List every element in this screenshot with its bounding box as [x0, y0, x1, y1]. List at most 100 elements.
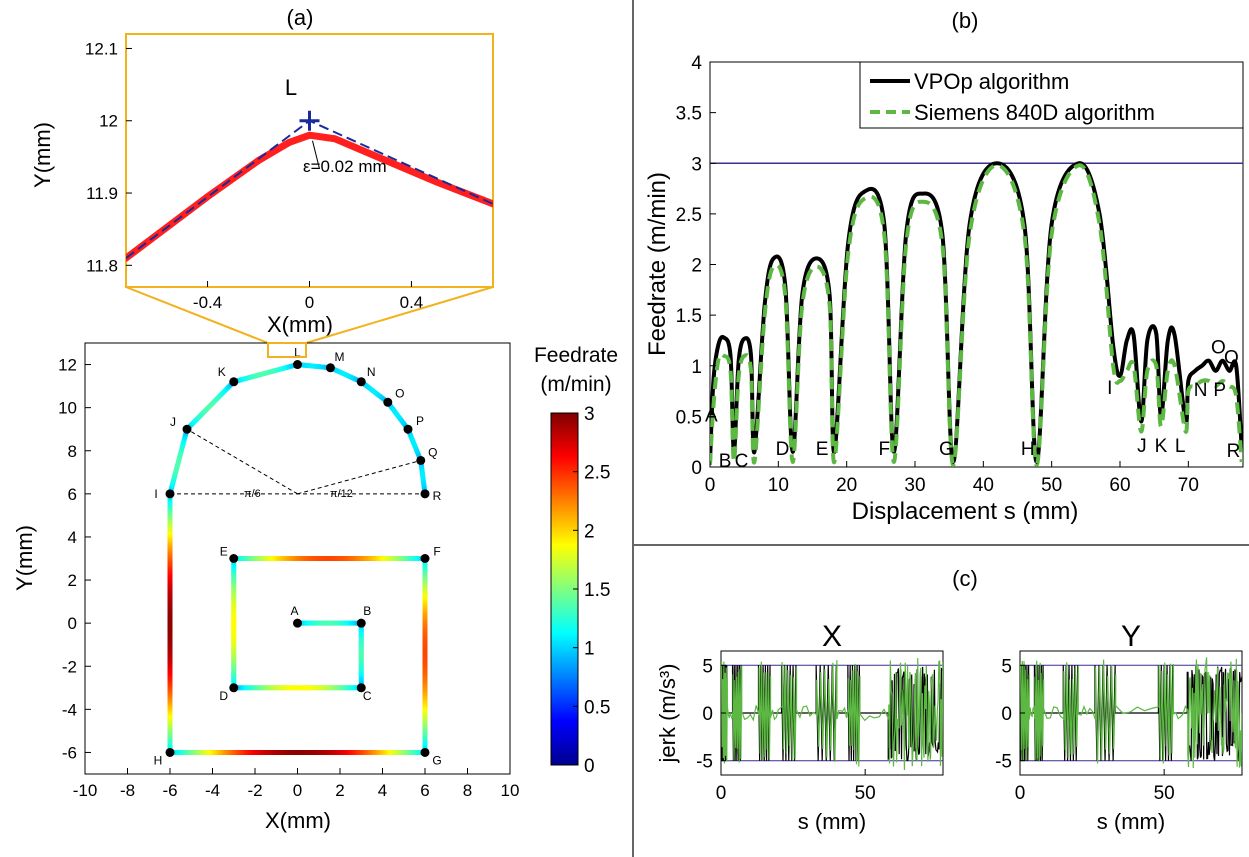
toolpath-point-e — [229, 554, 239, 563]
b-point-label: A — [705, 405, 718, 426]
toolpath-point-p — [403, 424, 413, 434]
toolpath-point-label: I — [154, 487, 157, 501]
b-xlabel: Displacement s (mm) — [852, 498, 1079, 525]
toolpath-point-label: Q — [428, 445, 437, 459]
path-ytick-label: 6 — [68, 485, 77, 504]
b-point-label: H — [1021, 439, 1035, 460]
zoom-connector-right — [305, 286, 494, 344]
zoom-ytick-label: 12 — [99, 112, 118, 131]
panel-label-b: (b) — [952, 8, 979, 33]
b-xtick-label: 60 — [1109, 475, 1130, 496]
b-ytick-label: 2 — [691, 256, 702, 277]
b-series-siemens — [710, 163, 1243, 467]
colorbar-tick-label: 2.5 — [584, 463, 610, 484]
toolpath-point-k — [229, 377, 239, 387]
legend-label-siemens: Siemens 840D algorithm — [914, 100, 1155, 125]
path-xtick-label: -10 — [73, 781, 98, 800]
panel-label-c: (c) — [952, 566, 978, 591]
b-point-label: K — [1155, 436, 1168, 457]
toolpath-point-label: B — [363, 604, 371, 618]
toolpath-point-q — [416, 455, 426, 465]
toolpath-point-label: O — [395, 386, 404, 400]
b-point-label: I — [1107, 378, 1112, 399]
zoom-frame — [125, 33, 494, 288]
toolpath-point-label: K — [218, 365, 226, 379]
zoom-xlabel: X(mm) — [267, 312, 333, 337]
zoom-region-box — [267, 342, 307, 358]
toolpath-point-h — [165, 747, 175, 757]
legend: VPOp algorithm Siemens 840D algorithm — [859, 61, 1244, 129]
path-ytick-label: 0 — [68, 614, 77, 633]
panel-label-a: (a) — [287, 5, 314, 30]
jerk-xtick-label: 50 — [1154, 783, 1175, 804]
zoom-annotation: ε=0.02 mm — [303, 157, 387, 176]
zoom-xtick-label: 0.4 — [400, 293, 424, 312]
toolpath-point-label: P — [416, 414, 424, 428]
path-xtick-label: 6 — [420, 781, 429, 800]
toolpath-point-label: F — [433, 545, 440, 559]
b-xtick-label: 70 — [1178, 475, 1199, 496]
colorbar-tick-label: 3 — [584, 404, 595, 425]
b-point-label: Q — [1224, 348, 1239, 369]
colorbar-title-2: (m/min) — [540, 373, 611, 396]
toolpath-point-label: C — [363, 689, 372, 703]
jerk-ytick-label: 5 — [1001, 656, 1012, 677]
path-xtick-label: -4 — [205, 781, 220, 800]
colorbar-tick-label: 0 — [584, 756, 595, 777]
b-ytick-label: 0.5 — [676, 407, 702, 428]
toolpath-point-label: D — [219, 689, 228, 703]
zoom-ytick-label: 11.9 — [86, 184, 118, 203]
b-point-label: P — [1213, 380, 1226, 401]
path-ytick-label: 8 — [68, 442, 77, 461]
zoom-ytick-label: 11.8 — [86, 256, 118, 275]
zoom-point-label: L — [285, 75, 297, 100]
path-xlabel: X(mm) — [265, 808, 331, 833]
path-ytick-label: -6 — [62, 743, 77, 762]
b-point-label: F — [878, 439, 890, 460]
path-xtick-label: -2 — [247, 781, 262, 800]
b-xtick-label: 50 — [1041, 475, 1062, 496]
toolpath-point-l — [293, 360, 302, 370]
toolpath-point-label: J — [170, 415, 176, 429]
toolpath-point-label: A — [290, 604, 298, 618]
toolpath-point-r — [420, 489, 430, 499]
colorbar-title-1: Feedrate — [534, 344, 618, 367]
b-point-label: N — [1194, 380, 1208, 401]
toolpath-point-label: G — [432, 753, 441, 767]
path-ytick-label: 4 — [68, 528, 77, 547]
feedrate-plot: 0 10 20 30 40 50 60 70 4 3.5 3 2.5 2 1.5 1 0.5 0 A B C D E F G… — [644, 53, 1244, 525]
colorbar-tick-label: 1.5 — [584, 580, 610, 601]
jerk-ytick-label: 0 — [702, 704, 713, 725]
toolpath-point-a — [293, 618, 302, 628]
cy-title: Y — [1121, 620, 1141, 653]
path-xtick-label: 0 — [293, 781, 302, 800]
b-ytick-label: 0 — [691, 458, 702, 479]
toolpath-plot: A B C D E F G H I J K L M N OP Q R -10 -8 -6 -4 -2 0 2 4 6 8 10 12 1… — [12, 342, 520, 833]
toolpath-point-label: N — [367, 365, 376, 379]
colorbar: Feedrate (m/min) 3 2.5 2 1.5 1 0.5 0 — [534, 344, 618, 777]
path-xtick-label: -6 — [162, 781, 177, 800]
cx-xlabel: s (mm) — [798, 809, 866, 834]
b-xtick-label: 0 — [705, 475, 716, 496]
jerk-ytick-label: 0 — [1001, 704, 1012, 725]
path-xtick-label: 10 — [501, 781, 520, 800]
b-ytick-label: 4 — [691, 53, 702, 74]
guide-radius-q — [297, 459, 421, 495]
toolpath-point-b — [356, 618, 366, 628]
path-ytick-label: -4 — [62, 700, 77, 719]
colorbar-tick-label: 0.5 — [584, 697, 610, 718]
toolpath-point-label: M — [334, 350, 344, 364]
b-point-label: E — [816, 439, 829, 460]
b-xtick-label: 10 — [768, 475, 789, 496]
toolpath-point-label: R — [433, 489, 442, 503]
b-ytick-label: 2.5 — [676, 205, 702, 226]
zoom-ylabel: Y(mm) — [30, 122, 55, 188]
guide-radius-j — [186, 428, 298, 495]
b-point-label: C — [735, 451, 749, 472]
jerk-siemens-trace — [721, 658, 943, 771]
path-xtick-label: 4 — [378, 781, 387, 800]
b-point-label: O — [1211, 338, 1226, 359]
path-xtick-label: 8 — [463, 781, 472, 800]
